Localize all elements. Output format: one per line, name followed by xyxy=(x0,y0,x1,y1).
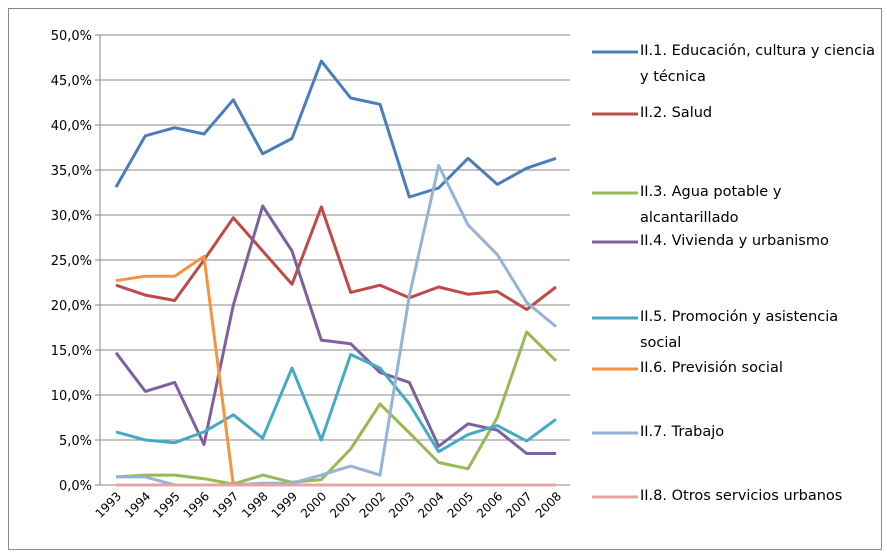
y-tick-label: 20,0% xyxy=(51,299,92,314)
x-tick-label: 1996 xyxy=(181,489,212,520)
x-tick-label: 1995 xyxy=(151,489,182,520)
chart-border xyxy=(8,8,882,550)
x-tick-label: 1998 xyxy=(239,489,270,520)
x-tick-label: 2000 xyxy=(298,489,329,520)
x-tick-label: 2001 xyxy=(327,489,358,520)
y-tick-label: 15,0% xyxy=(51,344,92,359)
x-tick-label: 1994 xyxy=(122,489,153,520)
y-tick-label: 50,0% xyxy=(51,29,92,44)
series-line xyxy=(115,205,557,311)
series-line xyxy=(116,164,557,487)
x-tick-label: 1999 xyxy=(269,489,300,520)
y-tick-label: 10,0% xyxy=(51,389,92,404)
legend-label: II.7. Trabajo xyxy=(640,424,725,440)
series-line xyxy=(114,59,557,199)
x-tick-label: 2008 xyxy=(533,489,564,520)
series-line xyxy=(114,204,556,455)
x-tick-label: 2002 xyxy=(357,489,388,520)
legend-label: II.8. Otros servicios urbanos xyxy=(640,488,843,504)
x-tick-label: 2004 xyxy=(415,489,446,520)
legend-label: II.1. Educación, cultura y ciencia y téc… xyxy=(640,43,876,85)
legend-label: II.3. Agua potable y alcantarillado xyxy=(640,184,782,226)
y-tick-label: 35,0% xyxy=(51,164,92,179)
x-tick-label: 1993 xyxy=(93,489,124,520)
x-tick-label: 2003 xyxy=(386,489,417,520)
x-tick-label: 1997 xyxy=(210,489,241,520)
legend-label: II.2. Salud xyxy=(640,105,713,121)
x-tick-label: 2007 xyxy=(503,489,534,520)
series-line xyxy=(115,353,557,454)
legend-label: II.4. Vivienda y urbanismo xyxy=(640,233,829,249)
legend-label: II.6. Previsión social xyxy=(640,360,783,376)
y-tick-label: 30,0% xyxy=(51,209,92,224)
x-tick-label: 2006 xyxy=(474,489,505,520)
y-tick-label: 40,0% xyxy=(51,119,92,134)
y-tick-label: 25,0% xyxy=(51,254,92,269)
y-tick-label: 0,0% xyxy=(59,479,92,494)
x-tick-label: 2005 xyxy=(445,489,476,520)
series-line xyxy=(115,330,558,486)
legend-label: II.5. Promoción y asistencia social xyxy=(640,309,839,351)
y-tick-label: 5,0% xyxy=(59,434,92,449)
y-tick-label: 45,0% xyxy=(51,74,92,89)
